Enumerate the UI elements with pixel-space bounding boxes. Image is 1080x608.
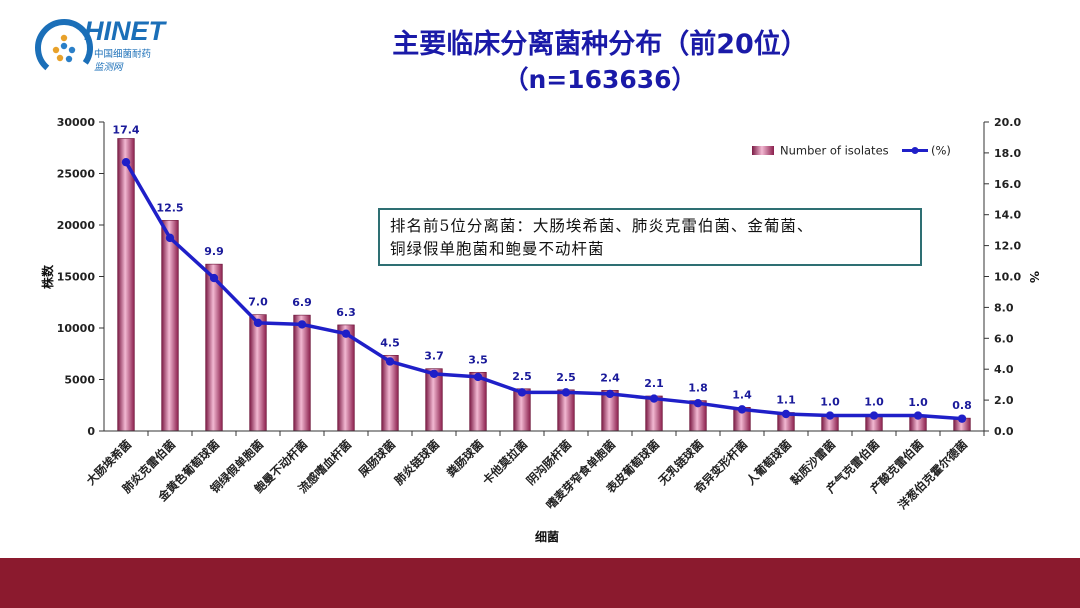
percent-point — [781, 409, 791, 419]
percent-point — [517, 388, 527, 397]
annotation-box: 排名前5位分离菌：大肠埃希菌、肺炎克雷伯菌、金葡菌、 铜绿假单胞菌和鲍曼不动杆菌 — [378, 208, 922, 266]
right-tick-label: 12.0 — [994, 240, 1021, 253]
percent-point — [649, 394, 659, 403]
percent-point — [473, 372, 483, 382]
left-tick-label: 10000 — [57, 322, 96, 335]
percent-point — [605, 389, 615, 399]
percent-point — [297, 320, 307, 329]
category-label: 肺炎链球菌 — [392, 437, 443, 488]
right-tick-label: 18.0 — [994, 147, 1021, 160]
percent-point — [253, 318, 263, 328]
data-label: 12.5 — [156, 201, 183, 214]
percent-series: 17.4 12.5 9.9 7.0 6.9 6.3 4.5 3.7 3.5 2.5 2.5 2.4 2.… — [112, 123, 972, 423]
category-label: 卡他莫拉菌 — [480, 437, 531, 488]
right-tick-label: 6.0 — [994, 332, 1014, 345]
percent-point — [913, 411, 923, 420]
right-tick-label: 10.0 — [994, 271, 1021, 284]
data-label: 7.0 — [248, 296, 268, 309]
percent-point — [341, 329, 351, 338]
data-label: 3.7 — [424, 350, 444, 363]
percent-point — [957, 414, 967, 423]
legend-bar-swatch — [752, 146, 774, 155]
y2-axis-title: % — [1027, 271, 1041, 283]
data-label: 0.8 — [952, 399, 972, 412]
data-label: 2.4 — [600, 371, 620, 384]
category-label: 屎肠球菌 — [356, 437, 399, 480]
data-label: 1.4 — [732, 388, 752, 401]
legend-line-label: (%) — [931, 144, 951, 158]
logo-cn-sub: 监测网 — [94, 62, 124, 73]
data-label: 1.8 — [688, 382, 708, 395]
annotation-line-1: 排名前5位分离菌：大肠埃希菌、肺炎克雷伯菌、金葡菌、 — [390, 217, 814, 235]
percent-point — [385, 357, 395, 366]
left-tick-label: 25000 — [57, 168, 96, 181]
category-label: 人葡萄球菌 — [744, 437, 795, 488]
right-axis: 0.0 2.0 4.0 6.0 8.0 10.0 12.0 14.0 16.0 18.0 20.0 — [984, 116, 1021, 438]
percent-point — [869, 411, 879, 420]
bar — [293, 314, 311, 432]
bar — [337, 324, 355, 432]
data-label: 4.5 — [380, 336, 400, 349]
data-label: 6.9 — [292, 296, 312, 309]
data-label: 2.1 — [644, 377, 664, 390]
left-axis: 0 5000 10000 15000 20000 25000 30000 — [57, 116, 104, 438]
bar-series — [117, 138, 985, 436]
data-label: 1.1 — [776, 393, 796, 406]
data-label: 9.9 — [204, 245, 224, 258]
legend: Number of isolates (%) — [752, 144, 951, 158]
bar — [161, 220, 179, 432]
y-axis-title: 株数 — [40, 264, 55, 289]
left-tick-label: 30000 — [57, 116, 96, 129]
data-label: 1.0 — [820, 396, 840, 409]
chart-title: 主要临床分离菌种分布（前20位） — [392, 29, 808, 60]
bar — [205, 263, 223, 432]
data-label: 2.5 — [512, 370, 532, 383]
annotation-line-2: 铜绿假单胞菌和鲍曼不动杆菌 — [390, 240, 605, 258]
right-tick-label: 8.0 — [994, 301, 1014, 314]
percent-point — [429, 369, 439, 379]
left-tick-label: 5000 — [64, 374, 95, 387]
percent-point — [561, 388, 571, 397]
percent-point — [121, 157, 131, 167]
bar — [249, 314, 267, 432]
right-tick-label: 20.0 — [994, 116, 1021, 129]
right-tick-label: 16.0 — [994, 178, 1021, 191]
right-tick-label: 4.0 — [994, 363, 1014, 376]
data-label: 2.5 — [556, 371, 576, 384]
data-label: 1.0 — [864, 396, 884, 409]
data-label: 17.4 — [112, 123, 139, 136]
x-axis-title: 细菌 — [535, 529, 559, 544]
data-label: 3.5 — [468, 353, 488, 366]
percent-point — [165, 233, 175, 243]
percent-point — [825, 411, 835, 420]
percent-line — [124, 161, 963, 421]
footer-band — [0, 558, 1080, 608]
chinet-logo: HINET 中国细菌耐药 监测网 — [35, 16, 168, 77]
percent-point — [209, 273, 219, 283]
percent-point — [693, 398, 703, 408]
logo-cn-name: 中国细菌耐药 — [94, 48, 151, 60]
right-tick-label: 14.0 — [994, 209, 1021, 222]
data-label: 1.0 — [908, 396, 928, 409]
bar — [381, 354, 399, 432]
legend-bar-label: Number of isolates — [780, 144, 889, 158]
left-tick-label: 20000 — [57, 219, 96, 232]
left-tick-label: 0 — [87, 425, 95, 438]
category-label: 粪肠球菌 — [444, 437, 487, 480]
left-tick-label: 15000 — [57, 271, 96, 284]
bar — [117, 138, 135, 432]
chart-subtitle: （n=163636） — [503, 65, 697, 94]
logo-brand: HINET — [84, 16, 168, 46]
data-label: 6.3 — [336, 306, 356, 319]
legend-line-marker — [911, 147, 919, 154]
percent-point — [737, 405, 747, 414]
right-tick-label: 0.0 — [994, 425, 1014, 438]
right-tick-label: 2.0 — [994, 394, 1014, 407]
